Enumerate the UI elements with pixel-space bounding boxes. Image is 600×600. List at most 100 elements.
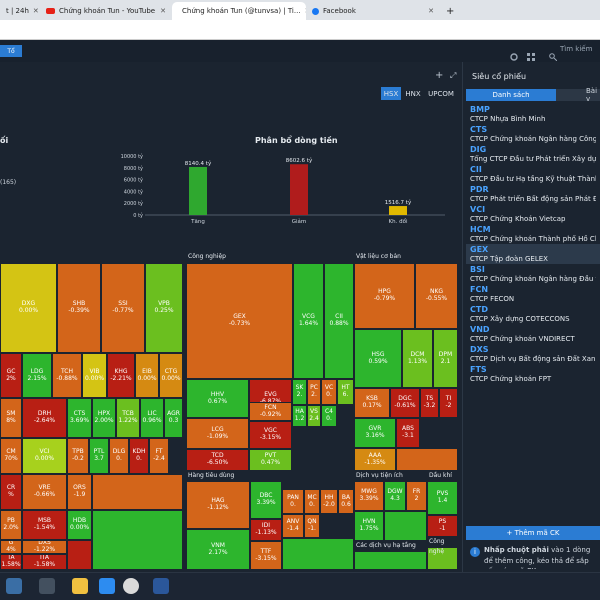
treemap-tile-pc[interactable]: PC 2. [307, 379, 321, 405]
watchlist-item-fts[interactable]: FTS CTCP Chứng khoán FPT [466, 364, 600, 384]
treemap-tile-tpb[interactable]: TPB -0.2 [67, 438, 89, 474]
treemap-tile-ft[interactable]: FT -2.4 [149, 438, 169, 474]
treemap-tile-hhv[interactable]: HHV 0.67% [186, 379, 249, 418]
file-explorer-icon[interactable] [72, 578, 88, 594]
treemap-tile-shb[interactable]: SHB -0.39% [57, 263, 101, 353]
treemap-tile-gc[interactable]: GC 2% [0, 353, 22, 398]
treemap-tile-dcm[interactable]: DCM 1.13% [402, 329, 433, 388]
treemap-tile-sk[interactable]: SK 2. [292, 379, 307, 405]
treemap-tile-ta[interactable]: TA 1.58% [0, 554, 22, 570]
treemap-tile-ti[interactable]: TI -2 [439, 388, 458, 418]
treemap-tile-hh[interactable]: HH -2.0 [320, 489, 338, 514]
watchlist-item-vnd[interactable]: VND CTCP Chứng khoán VNDIRECT [466, 324, 600, 344]
exchange-tab-upcom[interactable]: UPCOM [428, 89, 454, 98]
browser-tab[interactable]: Chứng khoán Tun - YouTube ✕ [40, 2, 172, 20]
watchlist-item-dig[interactable]: DIG Tổng CTCP Đầu tư Phát triển Xây dựng [466, 144, 600, 164]
browser-tab[interactable]: Facebook ✕ [306, 2, 440, 20]
new-tab-button[interactable]: + [446, 5, 455, 17]
treemap-tile-cts[interactable]: CTS 3.69% [67, 398, 92, 438]
watchlist-item-gex[interactable]: GEX CTCP Tập đoàn GELEX [466, 244, 600, 264]
treemap-tile-pvt[interactable]: PVT 0.47% [249, 449, 292, 471]
treemap-tile-vib[interactable]: VIB 0.00% [82, 353, 107, 398]
treemap-tile-tcb[interactable]: TCB 1.22% [116, 398, 140, 438]
treemap-tile-ha[interactable]: HA 1.2 [292, 405, 307, 427]
treemap-tile-lic[interactable]: LIC 0.96% [140, 398, 164, 438]
treemap-tile-vgc[interactable]: VGC -3.15% [249, 421, 292, 449]
watchlist-item-fcn[interactable]: FCN CTCP FECON [466, 284, 600, 304]
flow-bar[interactable] [389, 206, 407, 215]
treemap-tile-drh[interactable]: DRH -2.64% [22, 398, 67, 438]
treemap-tile-ba[interactable]: BA 0.6 [338, 489, 354, 514]
tab-watchlist[interactable]: Danh sách [466, 89, 556, 101]
add-ticker-button[interactable]: + Thêm mã CK [466, 526, 600, 540]
treemap-tile-vs[interactable]: VS 2.4 [307, 405, 321, 427]
treemap-tile-dlg[interactable]: DLG 0. [109, 438, 129, 474]
treemap-tile-eib[interactable]: EIB 0.00% [135, 353, 159, 398]
treemap-tile[interactable] [92, 474, 183, 510]
watchlist-item-ctd[interactable]: CTD CTCP Xây dựng COTECCONS [466, 304, 600, 324]
exchange-tab-hsx[interactable]: HSX [381, 87, 401, 100]
treemap-tile-cii[interactable]: CII 0.88% [324, 263, 354, 379]
treemap-tile-khg[interactable]: KHG -2.21% [107, 353, 135, 398]
treemap-tile-ldg[interactable]: LDG 2.15% [22, 353, 52, 398]
treemap-tile-dgc[interactable]: DGC -0.61% [390, 388, 420, 418]
treemap-tile-fr[interactable]: FR 2 [406, 481, 427, 511]
browser-tab[interactable]: t | 24h ✕ [0, 2, 40, 20]
watchlist-item-dxs[interactable]: DXS CTCP Dịch vụ Bất động sản Đất Xanh [466, 344, 600, 364]
treemap-tile-anv[interactable]: ANV -1.4 [282, 514, 304, 538]
treemap-tile-g[interactable]: G 4% [0, 540, 22, 554]
treemap-tile-ssi[interactable]: SSI -0.77% [101, 263, 145, 353]
treemap-tile[interactable] [384, 511, 427, 541]
treemap-tile-cr[interactable]: CR% [0, 474, 22, 510]
treemap-tile-gex[interactable]: GEX -0.73% [186, 263, 293, 379]
treemap-tile-mc[interactable]: MC 0. [304, 489, 320, 514]
add-icon[interactable]: + [435, 70, 444, 81]
flow-bar[interactable] [189, 166, 207, 215]
treemap-tile-abs[interactable]: ABS -3.1 [396, 418, 420, 448]
treemap-tile-ptl[interactable]: PTL 3.7 [89, 438, 109, 474]
treemap-tile-dgw[interactable]: DGW 4.3 [384, 481, 406, 511]
treemap-tile-hsg[interactable]: HSG 0.59% [354, 329, 402, 388]
workspace-tab[interactable]: Tổ [0, 45, 22, 57]
treemap-tile-tcd[interactable]: TCD -6.50% [186, 449, 249, 471]
treemap-tile-dxg[interactable]: DXG 0.00% [0, 263, 57, 353]
treemap-tile-aaa[interactable]: AAA -1.35% [354, 448, 396, 471]
treemap-tile-ita[interactable]: ITA -1.58% [22, 554, 67, 570]
close-icon[interactable]: ✕ [305, 7, 306, 15]
treemap-tile[interactable] [67, 540, 92, 570]
treemap-tile-vc[interactable]: VC 0. [321, 379, 337, 405]
close-icon[interactable]: ✕ [160, 7, 166, 15]
expand-icon[interactable]: ⤢ [450, 71, 457, 80]
treemap-tile[interactable] [427, 547, 458, 570]
treemap-tile-pvs[interactable]: PVS 1.4 [427, 481, 458, 515]
treemap-tile-ps[interactable]: PS -1 [427, 515, 458, 537]
treemap-tile-idi[interactable]: IDI -1.13% [250, 519, 282, 541]
treemap-tile-dpm[interactable]: DPM 2.1 [433, 329, 458, 388]
treemap-tile-vci[interactable]: VCI 0.00% [22, 438, 67, 474]
treemap-tile-ts[interactable]: TS -3.2 [420, 388, 439, 418]
close-icon[interactable]: ✕ [428, 7, 434, 15]
zalo-icon[interactable] [99, 578, 115, 594]
treemap-tile-vre[interactable]: VRE -0.66% [22, 474, 67, 510]
watchlist-item-vci[interactable]: VCI CTCP Chứng Khoán Vietcap [466, 204, 600, 224]
treemap-tile-cm[interactable]: CM 70% [0, 438, 22, 474]
search-app-icon[interactable] [39, 578, 55, 594]
treemap-tile-hag[interactable]: HAG -1.12% [186, 481, 250, 529]
treemap-tile-ht[interactable]: HT 6. [337, 379, 354, 405]
treemap-tile-ksb[interactable]: KSB 0.17% [354, 388, 390, 418]
treemap-tile-hdb[interactable]: HDB 0.00% [67, 510, 92, 540]
treemap-tile-hpx[interactable]: HPX 2.00% [92, 398, 116, 438]
treemap-tile-dxs[interactable]: DXS -1.22% [22, 540, 67, 554]
treemap-tile[interactable] [354, 551, 427, 570]
search-icon[interactable] [549, 46, 558, 62]
treemap-tile-hpg[interactable]: HPG -0.79% [354, 263, 415, 329]
treemap-tile[interactable] [92, 510, 183, 570]
treemap-tile-hvn[interactable]: HVN 1.75% [354, 511, 384, 541]
treemap-tile-agr[interactable]: AGR 0.3 [164, 398, 183, 438]
gear-icon[interactable] [510, 46, 518, 61]
treemap-tile-qn[interactable]: QN -1. [304, 514, 320, 538]
treemap-tile-tch[interactable]: TCH -0.88% [52, 353, 82, 398]
